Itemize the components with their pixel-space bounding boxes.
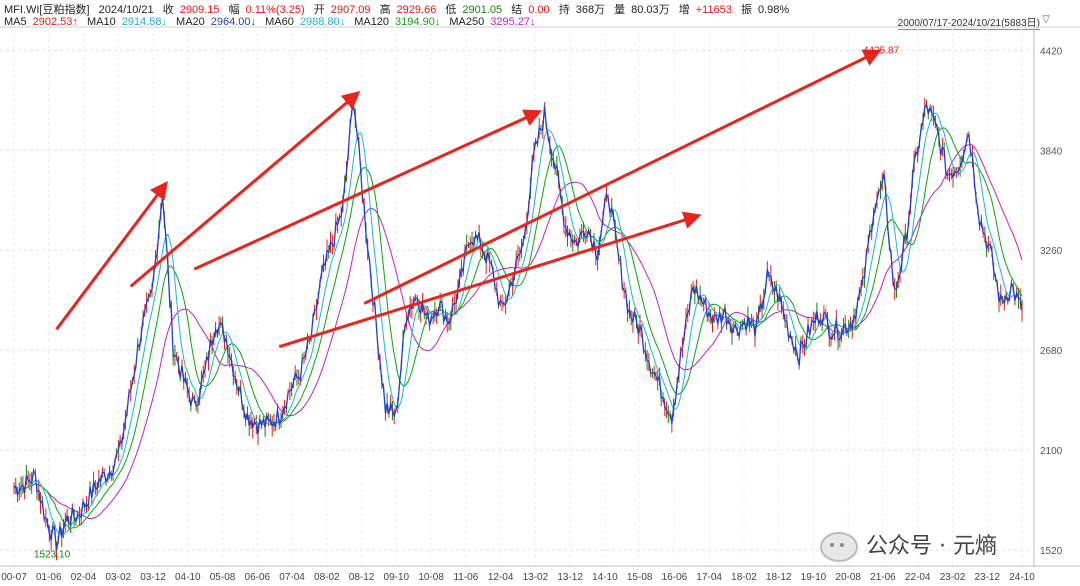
high-value: 2929.66 (396, 4, 437, 16)
trend-arrow (363, 49, 882, 305)
watermark-text: 公众号 · 元熵 (866, 534, 997, 559)
settle-label: 结 (511, 4, 523, 16)
x-tick-label: 13-02 (523, 572, 549, 583)
x-tick-label: 05-08 (210, 572, 236, 583)
x-tick-label: 20-08 (835, 572, 861, 583)
x-tick-label: 14-10 (592, 572, 618, 583)
x-tick-label: 08-02 (314, 572, 340, 583)
x-tick-label: 12-04 (488, 572, 514, 583)
trend-arrow (193, 109, 543, 271)
x-tick-label: 00-07 (1, 572, 27, 583)
ma10-label: MA10 (86, 16, 116, 28)
wechat-logo-icon (820, 532, 858, 562)
y-tick-label: 2100 (1040, 446, 1063, 457)
x-tick-label: 18-12 (766, 572, 792, 583)
x-tick-label: 01-06 (36, 572, 62, 583)
x-tick-label: 11-06 (453, 572, 478, 583)
change-label: 幅 (228, 4, 240, 16)
ma5-label: MA5 (4, 16, 27, 28)
x-tick-label: 13-12 (557, 572, 583, 583)
x-tick-label: 07-04 (279, 572, 305, 583)
x-tick-label: 17-04 (696, 572, 722, 583)
close-value: 2909.15 (179, 4, 220, 16)
min-annotation: 1523.10 (34, 549, 71, 560)
y-tick-label: 1520 (1040, 546, 1063, 557)
amplitude-value: 0.98% (757, 4, 790, 16)
x-tick-label: 03-12 (140, 572, 166, 583)
max-annotation: 4425.87 (863, 45, 900, 56)
y-tick-label: 2680 (1040, 346, 1063, 357)
trend-arrow (55, 180, 168, 331)
y-tick-label: 4420 (1040, 46, 1063, 57)
watermark: 公众号 · 元熵 (820, 528, 997, 562)
amplitude-label: 振 (740, 4, 752, 16)
ma120-label: MA120 (354, 16, 390, 28)
x-tick-label: 23-02 (940, 572, 966, 583)
x-tick-label: 03-02 (105, 572, 131, 583)
ma120-line (13, 127, 1023, 530)
x-tick-label: 24-10 (1009, 572, 1035, 583)
ma60-value: 2988.80↓ (299, 16, 346, 28)
ma60-line (13, 112, 1023, 536)
ma10-value: 2914.58↓ (121, 16, 167, 28)
low-label: 低 (445, 4, 457, 16)
trend-arrow (278, 211, 702, 349)
x-tick-label: 09-10 (384, 572, 410, 583)
x-tick-label: 19-10 (801, 572, 827, 583)
open-label: 开 (313, 4, 325, 16)
settle-value: 0.00 (528, 4, 550, 16)
trend-arrow (129, 91, 361, 288)
ma20-label: MA20 (176, 16, 205, 28)
increase-label: 增 (678, 4, 690, 16)
ma5-value: 2902.53↑ (32, 16, 78, 28)
ma250-label: MA250 (449, 16, 485, 28)
open-value: 2907.09 (330, 4, 371, 16)
change-value: 0.11%(3.25) (245, 4, 305, 16)
x-tick-label: 08-12 (349, 572, 375, 583)
x-tick-label: 16-06 (662, 572, 688, 583)
x-tick-label: 04-10 (175, 572, 201, 583)
close-label: 收 (162, 4, 174, 16)
x-tick-label: 02-04 (71, 572, 97, 583)
ma250-line (13, 144, 1023, 520)
ma-legend: MA5 2902.53↑ MA10 2914.58↓ MA20 2964.00↓ MA… (4, 16, 542, 28)
ma60-label: MA60 (265, 16, 294, 28)
ma250-value: 3295.27↓ (490, 16, 536, 28)
y-tick-label: 3260 (1040, 246, 1063, 257)
quote-header: MFI.WI[豆粕指数] 2024/10/21 收 2909.15 幅 0.11%(… (4, 1, 795, 17)
high-label: 高 (379, 4, 391, 16)
volume-label: 量 (614, 4, 626, 16)
x-tick-label: 10-08 (418, 572, 444, 583)
oi-value: 368万 (575, 4, 606, 16)
symbol-name[interactable]: MFI.WI[豆粕指数] (4, 4, 90, 16)
increase-value: +11653 (695, 4, 732, 16)
x-tick-label: 21-06 (870, 572, 896, 583)
quote-date: 2024/10/21 (98, 4, 154, 16)
oi-label: 持 (558, 4, 570, 16)
low-value: 2901.05 (462, 4, 503, 16)
x-tick-label: 06-06 (245, 572, 271, 583)
range-dropdown-icon[interactable]: ▽ (1042, 14, 1050, 25)
x-tick-label: 18-02 (731, 572, 757, 583)
y-tick-label: 3840 (1040, 146, 1063, 157)
ma20-value: 2964.00↓ (210, 16, 257, 28)
x-tick-label: 22-04 (905, 572, 931, 583)
x-tick-label: 15-08 (627, 572, 653, 583)
volume-value: 80.03万 (631, 4, 670, 16)
ma120-value: 3194.90↓ (395, 16, 441, 28)
x-tick-label: 23-12 (974, 572, 1000, 583)
price-line (13, 102, 1023, 552)
date-range-label[interactable]: 2000/07/17-2024/10/21(5883日) (897, 14, 1040, 30)
